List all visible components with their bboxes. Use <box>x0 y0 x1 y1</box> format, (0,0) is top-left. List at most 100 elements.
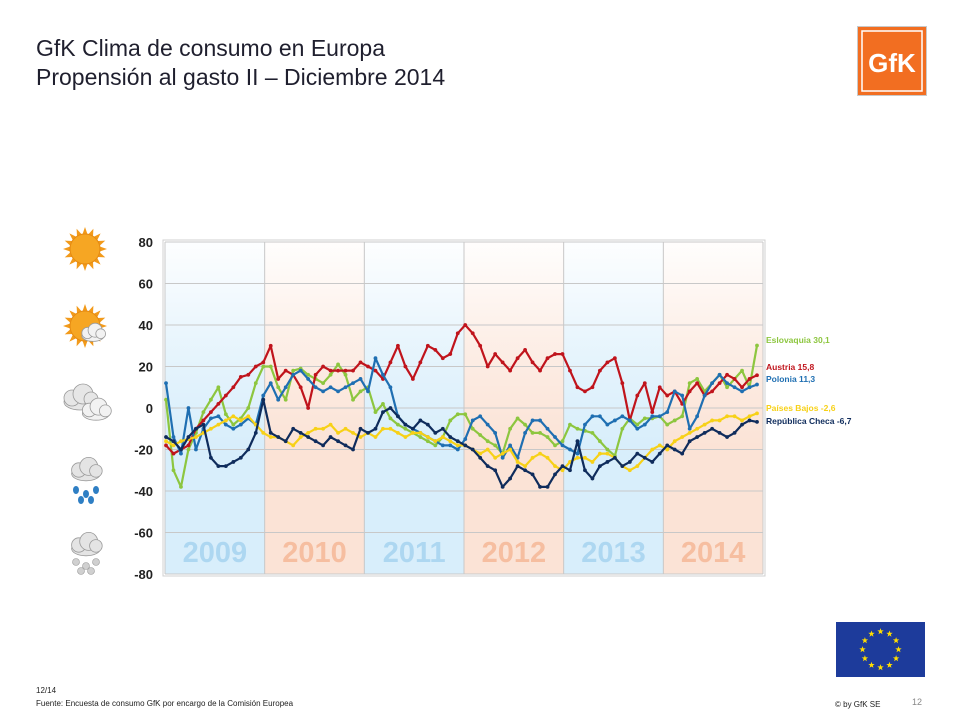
data-point <box>515 356 520 361</box>
data-point <box>568 368 572 373</box>
year-band-fade-2014 <box>663 242 763 448</box>
data-point <box>478 455 483 460</box>
data-point <box>470 331 475 336</box>
data-point <box>740 418 744 423</box>
y-tick-label: -20 <box>134 443 153 458</box>
data-point <box>620 381 625 385</box>
data-point <box>493 468 498 473</box>
cloud-icon <box>63 383 112 421</box>
year-label-2010: 2010 <box>282 537 347 569</box>
data-point <box>597 451 602 456</box>
data-point <box>523 431 527 435</box>
data-point <box>268 364 273 369</box>
data-point <box>478 433 483 437</box>
data-point <box>358 377 363 381</box>
data-point <box>313 426 318 431</box>
data-point <box>351 431 355 435</box>
eu-flag-icon <box>836 622 925 677</box>
data-point <box>590 431 595 435</box>
data-point <box>717 372 722 377</box>
data-point <box>433 348 438 352</box>
data-point <box>747 414 752 419</box>
data-point <box>351 381 355 385</box>
data-point <box>560 464 565 468</box>
data-point <box>568 468 572 473</box>
copyright: © by GfK SE <box>835 700 881 709</box>
data-point <box>403 435 408 439</box>
data-point <box>381 401 385 406</box>
data-point <box>223 464 228 468</box>
data-point <box>351 368 355 373</box>
data-point <box>583 455 587 460</box>
source-note: Fuente: Encuesta de consumo GfK por enca… <box>36 699 294 708</box>
data-point <box>485 422 490 427</box>
snowflake <box>72 558 80 566</box>
data-point <box>306 435 311 439</box>
data-point <box>717 431 722 435</box>
data-point <box>463 437 468 442</box>
rain-cloud-icon <box>71 456 103 504</box>
data-point <box>433 443 438 448</box>
data-point <box>164 381 168 385</box>
data-point <box>463 323 468 327</box>
data-point <box>216 422 221 427</box>
data-point <box>343 368 348 373</box>
data-point <box>366 364 370 369</box>
data-point <box>433 439 438 444</box>
data-point <box>396 343 400 348</box>
data-point <box>665 393 670 398</box>
data-point <box>231 414 236 419</box>
eu-star-icon <box>877 664 884 671</box>
data-point <box>665 447 670 452</box>
data-point <box>388 426 393 431</box>
data-point <box>455 443 460 448</box>
data-point <box>717 381 722 385</box>
data-point <box>261 364 266 369</box>
data-point <box>455 439 460 444</box>
data-point <box>740 389 744 394</box>
data-point <box>553 472 557 477</box>
data-point <box>650 447 655 452</box>
data-point <box>313 372 318 377</box>
data-point <box>186 435 191 439</box>
data-point <box>605 460 610 464</box>
data-point <box>298 385 303 390</box>
series-lines <box>164 323 759 489</box>
data-point <box>179 447 183 452</box>
data-point <box>216 464 221 468</box>
data-point <box>455 447 460 452</box>
data-point <box>306 431 311 435</box>
data-point <box>478 343 483 348</box>
gfk-logo-mark: GfK <box>861 30 923 92</box>
data-point <box>695 381 700 385</box>
data-point <box>553 464 557 468</box>
data-point <box>381 426 385 431</box>
data-point <box>238 422 243 427</box>
eu-star-icon <box>861 637 869 644</box>
data-point <box>672 447 677 452</box>
data-point <box>208 416 213 421</box>
year-label-2012: 2012 <box>482 537 547 569</box>
snow-cloud-icon <box>71 532 103 575</box>
data-point <box>545 426 550 431</box>
y-tick-label: 60 <box>139 277 153 292</box>
data-point <box>597 464 602 468</box>
data-point <box>388 406 393 410</box>
data-point <box>358 426 363 431</box>
rain-drop <box>78 496 84 504</box>
data-point <box>276 397 281 402</box>
data-point <box>665 410 670 415</box>
data-point <box>231 426 236 431</box>
data-point <box>493 455 498 460</box>
data-point <box>523 348 527 352</box>
data-point <box>283 385 288 390</box>
data-point <box>635 422 640 427</box>
data-point <box>680 393 685 398</box>
data-point <box>231 422 236 427</box>
data-point <box>448 443 453 448</box>
data-point <box>343 443 348 448</box>
svg-text:GfK: GfK <box>868 48 916 78</box>
year-label-2009: 2009 <box>183 537 248 569</box>
eu-star-icon <box>895 646 902 653</box>
